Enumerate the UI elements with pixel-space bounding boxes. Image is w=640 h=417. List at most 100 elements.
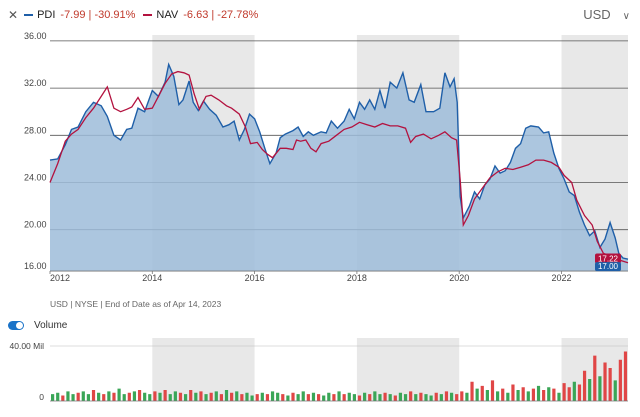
volume-bar bbox=[506, 392, 510, 401]
volume-bar bbox=[434, 392, 438, 401]
legend-pdi-values: -7.99 | -30.91% bbox=[60, 9, 136, 21]
volume-bar bbox=[511, 384, 515, 401]
volume-bar bbox=[102, 394, 106, 401]
volume-bar bbox=[316, 394, 321, 401]
volume-bar bbox=[567, 387, 571, 401]
volume-bar bbox=[521, 387, 525, 401]
volume-bar bbox=[183, 394, 188, 401]
volume-bar bbox=[194, 392, 198, 401]
volume-bar bbox=[393, 395, 397, 401]
volume-bar bbox=[501, 388, 505, 401]
legend-pdi-name: PDI bbox=[37, 9, 56, 21]
volume-bar bbox=[603, 362, 607, 401]
y-tick-label: 28.00 bbox=[24, 125, 47, 135]
volume-bar bbox=[311, 392, 316, 401]
volume-bar bbox=[301, 391, 305, 401]
volume-bar bbox=[71, 394, 75, 401]
volume-toggle-row: Volume bbox=[8, 320, 67, 331]
volume-bar bbox=[552, 388, 556, 401]
volume-bar bbox=[439, 394, 443, 401]
volume-bar bbox=[127, 392, 131, 401]
volume-bar bbox=[409, 391, 413, 401]
volume-bar bbox=[296, 394, 300, 401]
volume-bar bbox=[143, 392, 147, 401]
volume-bar bbox=[255, 394, 259, 401]
volume-bar bbox=[363, 392, 367, 401]
nav-end-badge bbox=[595, 253, 621, 264]
volume-bar bbox=[91, 390, 96, 401]
chevron-down-icon: ∨ bbox=[622, 11, 630, 22]
x-tick-label: 2018 bbox=[347, 273, 367, 283]
nav-end-label: 17.22 bbox=[598, 255, 619, 264]
volume-bar bbox=[153, 391, 157, 401]
volume-bar bbox=[224, 390, 229, 401]
volume-bar bbox=[424, 394, 428, 401]
nav-line bbox=[49, 70, 629, 264]
volume-bar bbox=[368, 394, 372, 401]
volume-bar bbox=[608, 368, 612, 401]
volume-bar bbox=[163, 390, 167, 401]
volume-label: Volume bbox=[34, 320, 68, 331]
volume-bar bbox=[613, 380, 617, 401]
volume-bar bbox=[327, 392, 331, 401]
volume-bar bbox=[536, 385, 541, 401]
volume-bar bbox=[455, 394, 459, 401]
pdi-end-badge bbox=[595, 262, 621, 272]
volume-bar bbox=[582, 370, 587, 401]
volume-year-band bbox=[356, 338, 460, 401]
volume-bar bbox=[76, 392, 80, 401]
volume-bar bbox=[199, 391, 203, 401]
volume-bar bbox=[598, 376, 602, 401]
pdi-area bbox=[50, 64, 628, 271]
volume-bar bbox=[347, 392, 351, 401]
chart-legend: ✕ PDI -7.99 | -30.91% NAV -6.63 | -27.78… bbox=[8, 8, 266, 22]
volume-bar bbox=[414, 394, 418, 401]
currency-selector[interactable]: USD ∨ bbox=[583, 7, 630, 22]
volume-bar bbox=[444, 391, 449, 401]
volume-bar bbox=[572, 381, 576, 401]
x-tick-label: 2016 bbox=[245, 273, 265, 283]
volume-toggle[interactable] bbox=[8, 321, 24, 330]
volume-bar bbox=[281, 394, 285, 401]
volume-bar bbox=[219, 394, 223, 401]
volume-chart: 40.00 Mil 0 bbox=[10, 338, 628, 402]
volume-bar bbox=[56, 392, 60, 401]
x-tick-label: 2020 bbox=[449, 273, 469, 283]
volume-bar bbox=[291, 392, 295, 401]
volume-bar bbox=[490, 380, 495, 401]
volume-bar bbox=[337, 391, 341, 401]
volume-bar bbox=[286, 395, 290, 401]
volume-bar bbox=[240, 394, 244, 401]
pdi-swatch bbox=[24, 14, 34, 16]
y-tick-label: 36.00 bbox=[24, 31, 47, 41]
y-tick-label: 24.00 bbox=[24, 173, 47, 183]
volume-bar bbox=[112, 392, 116, 401]
volume-bar bbox=[235, 391, 239, 401]
volume-bar bbox=[398, 392, 403, 401]
volume-bar bbox=[51, 394, 55, 401]
volume-bar bbox=[148, 394, 152, 401]
volume-bar bbox=[117, 388, 121, 401]
legend-nav-values: -6.63 | -27.78% bbox=[183, 9, 259, 21]
volume-bar bbox=[485, 390, 489, 401]
volume-bar bbox=[480, 385, 484, 401]
volume-bar bbox=[306, 394, 310, 401]
volume-bar bbox=[470, 381, 474, 401]
volume-bar bbox=[107, 391, 111, 401]
volume-bar bbox=[61, 395, 65, 401]
volume-bar bbox=[189, 390, 193, 401]
close-icon[interactable]: ✕ bbox=[8, 8, 19, 22]
y-tick-label: 16.00 bbox=[24, 261, 47, 271]
volume-bar bbox=[81, 391, 85, 401]
volume-bar bbox=[132, 391, 137, 401]
volume-bar bbox=[419, 392, 423, 401]
volume-bar bbox=[557, 392, 561, 401]
x-tick-label: 2022 bbox=[551, 273, 571, 283]
volume-bar bbox=[173, 391, 177, 401]
volume-bar bbox=[342, 394, 346, 401]
volume-bar bbox=[168, 394, 172, 401]
legend-nav-name: NAV bbox=[156, 9, 179, 21]
volume-bar bbox=[378, 394, 382, 401]
volume-bar bbox=[577, 384, 582, 401]
nav-swatch bbox=[143, 14, 153, 16]
